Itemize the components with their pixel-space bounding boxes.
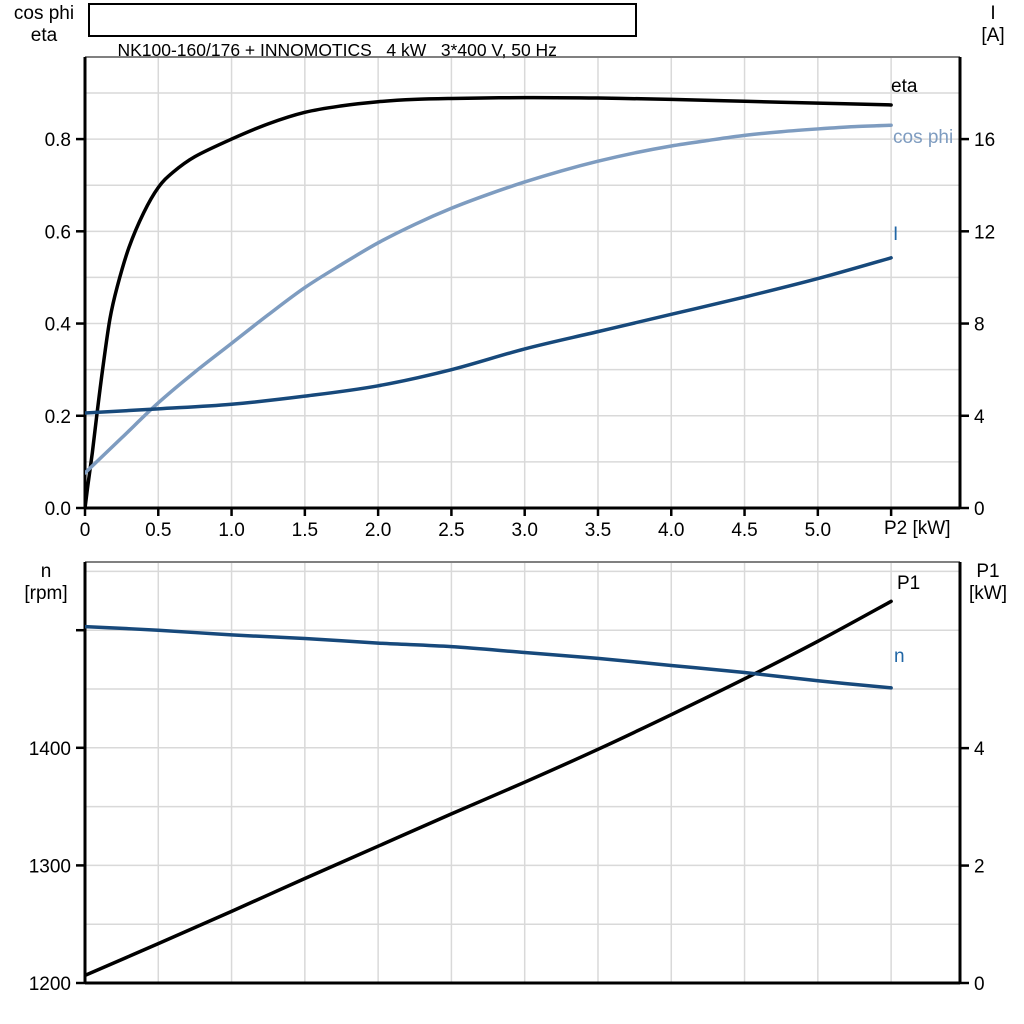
x-axis-tick-label: 4.0 [658,520,684,541]
x-axis-tick-label: 0.5 [145,520,171,541]
curve-n [85,624,893,690]
right-axis-tick-label: 8 [974,315,985,336]
chart-title-box: NK100-160/176 + INNOMOTICS 4 kW 3*400 V,… [88,3,637,60]
eta-curve-label: eta [891,76,918,97]
left-axis-tick-label: 1200 [29,974,71,995]
chart-title: NK100-160/176 + INNOMOTICS 4 kW 3*400 V,… [117,40,557,60]
left-axis-tick-label: 0.8 [45,130,71,151]
x-axis-tick-label: 3.0 [511,520,537,541]
right-axis-tick-label: 4 [974,407,985,428]
speed-curve-label: n [894,646,905,667]
x-axis-tick-label: 0 [80,520,91,541]
left-axis-tick-label: 0.0 [45,499,71,520]
p1-axis-title: P1 [976,561,1000,582]
bottom-left-axis-title: n [rpm] [12,561,80,605]
speed-axis-unit: [rpm] [24,583,68,604]
x-axis-tick-label: 5.0 [805,520,831,541]
left-axis-tick-label: 1400 [29,739,71,760]
left-axis-tick-label: 0.6 [45,222,71,243]
x-axis-title: P2 [kW] [884,518,951,539]
right-axis-tick-label: 0 [974,974,985,995]
left-axis-tick-label: 0.2 [45,407,71,428]
right-axis-tick-label: 16 [974,130,995,151]
right-axis-tick-label: 2 [974,857,985,878]
right-axis-tick-label: 12 [974,222,995,243]
right-axis-tick-label: 0 [974,499,985,520]
right-axis-tick-label: 4 [974,739,985,760]
left-axis-tick-label: 1300 [29,856,71,877]
curve-p1 [85,599,893,978]
x-axis-tick-label: 4.5 [731,520,757,541]
p1-curve-label: P1 [897,573,921,594]
top-left-axis-title: cos phi eta [6,3,82,47]
curve-eta [85,95,893,510]
speed-axis-title: n [40,561,52,582]
current-axis-unit: [A] [981,25,1005,46]
curve-cos-phi [85,123,893,475]
p1-axis-unit: [kW] [969,583,1007,604]
cos-phi-axis-title: cos phi [13,3,75,24]
curve-i [85,256,893,415]
x-axis-tick-label: 3.5 [585,520,611,541]
x-axis-tick-label: 1.0 [218,520,244,541]
bottom-right-axis-title: P1 [kW] [958,561,1018,605]
current-axis-title: I [990,3,996,24]
current-curve-label: I [893,224,899,245]
x-axis-tick-label: 2.5 [438,520,464,541]
x-axis-tick-label: 1.5 [292,520,318,541]
x-axis-tick-label: 2.0 [365,520,391,541]
top-right-axis-title: I [A] [966,3,1020,47]
left-axis-tick-label: 0.4 [45,315,72,336]
eta-axis-title: eta [30,25,58,46]
cos-phi-curve-label: cos phi [893,127,954,148]
